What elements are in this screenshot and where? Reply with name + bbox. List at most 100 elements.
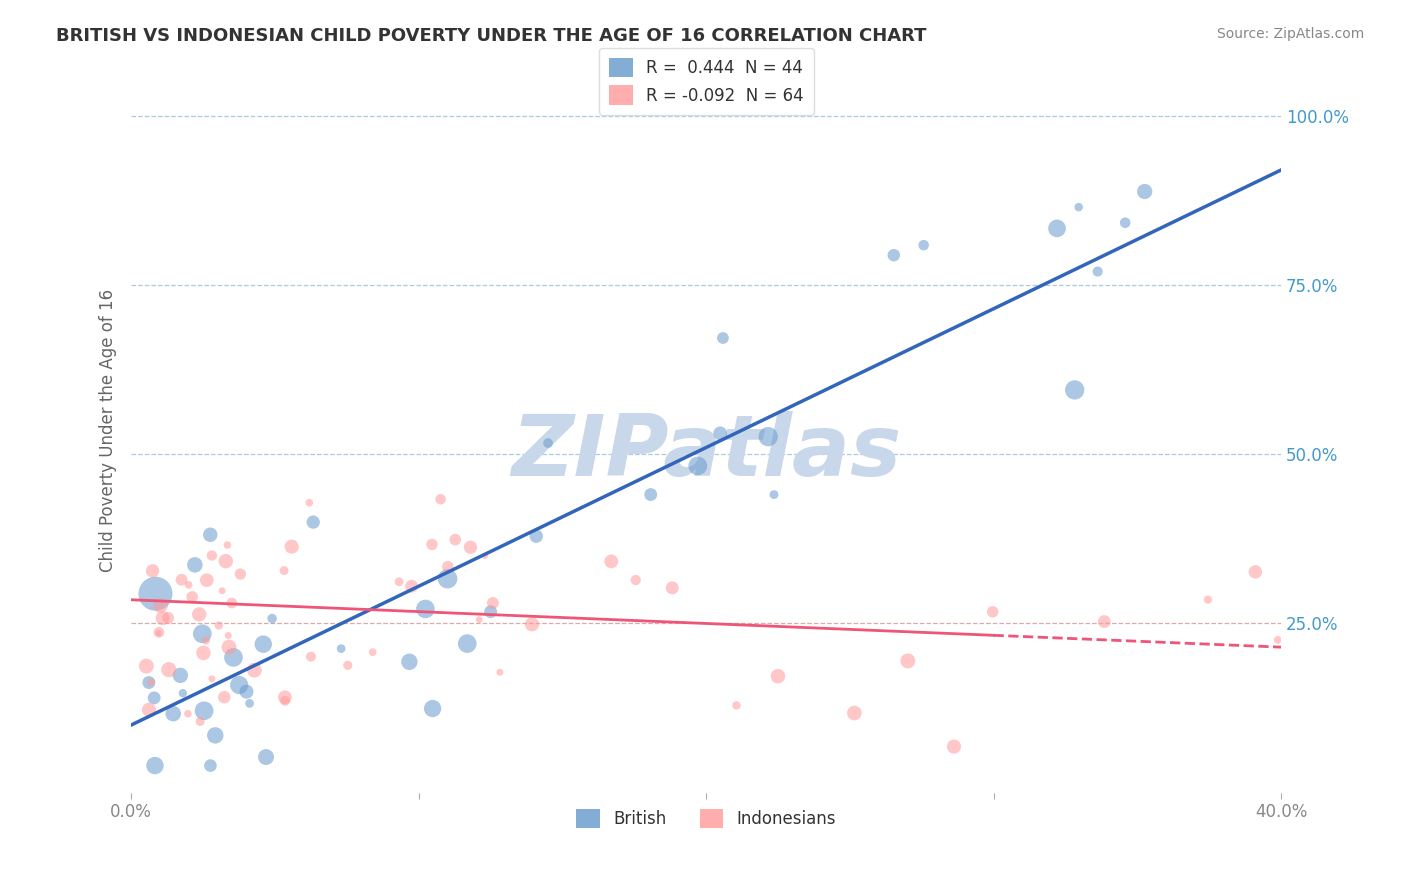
- Point: [200, 758, 222, 772]
- Point: [152, 611, 174, 625]
- Point: [172, 686, 194, 700]
- Point: [482, 596, 505, 610]
- Point: [686, 458, 709, 473]
- Point: [1114, 216, 1136, 230]
- Point: [208, 618, 231, 632]
- Point: [254, 750, 277, 764]
- Point: [215, 554, 238, 568]
- Point: [143, 758, 166, 772]
- Point: [201, 672, 224, 686]
- Point: [221, 596, 243, 610]
- Point: [169, 668, 191, 682]
- Point: [415, 602, 437, 616]
- Point: [1067, 200, 1090, 214]
- Point: [524, 529, 547, 543]
- Point: [262, 611, 284, 625]
- Point: [135, 659, 157, 673]
- Point: [141, 675, 163, 690]
- Point: [1092, 615, 1115, 629]
- Point: [436, 572, 458, 586]
- Point: [177, 578, 200, 592]
- Point: [897, 654, 920, 668]
- Point: [188, 714, 211, 729]
- Point: [943, 739, 966, 754]
- Point: [361, 645, 384, 659]
- Point: [217, 538, 239, 552]
- Point: [711, 331, 734, 345]
- Point: [1046, 221, 1069, 235]
- Point: [243, 663, 266, 677]
- Point: [600, 554, 623, 568]
- Point: [235, 684, 257, 698]
- Point: [214, 690, 236, 705]
- Point: [725, 698, 748, 713]
- Point: [479, 605, 502, 619]
- Point: [142, 564, 165, 578]
- Point: [766, 669, 789, 683]
- Point: [444, 533, 467, 547]
- Point: [624, 573, 647, 587]
- Point: [756, 430, 779, 444]
- Point: [298, 496, 321, 510]
- Point: [302, 515, 325, 529]
- Point: [228, 678, 250, 692]
- Point: [149, 599, 172, 613]
- Point: [157, 663, 180, 677]
- Text: Source: ZipAtlas.com: Source: ZipAtlas.com: [1216, 27, 1364, 41]
- Point: [640, 487, 662, 501]
- Point: [204, 728, 226, 742]
- Point: [456, 636, 478, 650]
- Text: BRITISH VS INDONESIAN CHILD POVERTY UNDER THE AGE OF 16 CORRELATION CHART: BRITISH VS INDONESIAN CHILD POVERTY UNDE…: [56, 27, 927, 45]
- Point: [520, 617, 543, 632]
- Point: [188, 607, 211, 622]
- Point: [157, 611, 180, 625]
- Point: [1063, 383, 1085, 397]
- Point: [193, 704, 215, 718]
- Point: [145, 587, 167, 601]
- Point: [299, 649, 322, 664]
- Point: [474, 549, 496, 563]
- Point: [1197, 592, 1219, 607]
- Point: [661, 581, 683, 595]
- Point: [436, 559, 458, 574]
- Point: [489, 665, 512, 680]
- Point: [336, 658, 359, 673]
- Point: [211, 583, 233, 598]
- Point: [274, 690, 297, 705]
- Point: [138, 703, 160, 717]
- Point: [162, 706, 184, 721]
- Point: [1244, 565, 1267, 579]
- Point: [222, 650, 245, 665]
- Point: [193, 646, 215, 660]
- Point: [1133, 185, 1156, 199]
- Point: [981, 605, 1004, 619]
- Point: [1087, 264, 1109, 278]
- Point: [468, 613, 491, 627]
- Point: [912, 238, 935, 252]
- Point: [191, 627, 214, 641]
- Point: [844, 706, 866, 720]
- Point: [273, 564, 295, 578]
- Point: [195, 573, 218, 587]
- Point: [252, 637, 274, 651]
- Point: [148, 626, 170, 640]
- Point: [229, 567, 252, 582]
- Point: [537, 436, 560, 450]
- Point: [398, 655, 420, 669]
- Point: [170, 573, 193, 587]
- Point: [201, 549, 224, 563]
- Point: [143, 690, 166, 705]
- Point: [181, 590, 204, 604]
- Point: [709, 426, 731, 441]
- Point: [330, 641, 353, 656]
- Legend: British, Indonesians: British, Indonesians: [569, 803, 842, 835]
- Point: [218, 640, 240, 654]
- Point: [138, 675, 160, 690]
- Point: [401, 579, 423, 593]
- Point: [422, 701, 444, 715]
- Point: [460, 541, 482, 555]
- Point: [883, 248, 905, 262]
- Point: [239, 697, 262, 711]
- Point: [1267, 632, 1289, 647]
- Y-axis label: Child Poverty Under the Age of 16: Child Poverty Under the Age of 16: [100, 289, 117, 572]
